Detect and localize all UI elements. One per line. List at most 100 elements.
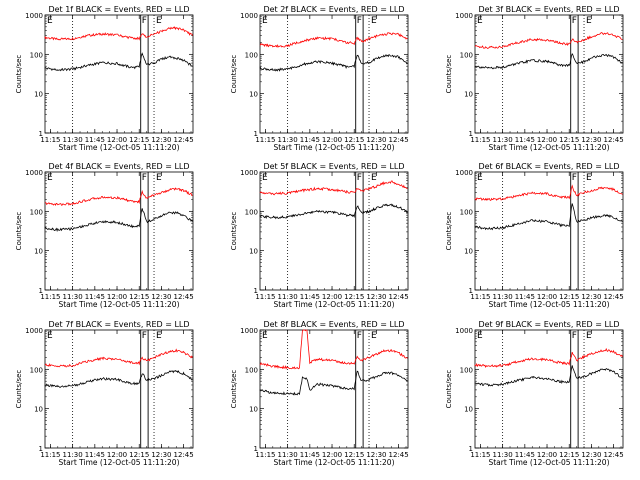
x-tick-label: 12:30 xyxy=(151,136,171,144)
x-tick-label: 11:30 xyxy=(493,451,513,459)
x-tick-label: 12:30 xyxy=(366,293,386,301)
events-series-line xyxy=(474,365,623,387)
x-tick-label: 12:45 xyxy=(604,293,624,301)
lld-series-line xyxy=(474,184,623,202)
x-tick-label: 11:15 xyxy=(470,136,490,144)
y-tick-label: 100 xyxy=(245,208,258,216)
x-tick-label: 12:00 xyxy=(537,293,557,301)
y-axis-label: Counts/sec xyxy=(15,55,23,94)
x-tick-label: 12:45 xyxy=(604,136,624,144)
x-tick-label: 12:15 xyxy=(344,136,364,144)
x-tick-label: 12:15 xyxy=(129,451,149,459)
x-tick-label: 11:45 xyxy=(515,451,535,459)
y-tick-label: 10 xyxy=(249,91,258,99)
y-tick-label: 1 xyxy=(254,130,258,138)
x-tick-label: 11:45 xyxy=(85,451,105,459)
marker-label: E xyxy=(262,331,268,341)
marker-label: E xyxy=(156,331,162,341)
lld-series-line xyxy=(474,347,623,368)
x-tick-label: 12:00 xyxy=(322,451,342,459)
y-tick-label: 10 xyxy=(464,248,473,256)
x-tick-label: 12:15 xyxy=(129,293,149,301)
y-axis-label: Counts/sec xyxy=(15,370,23,409)
x-tick-label: 12:30 xyxy=(366,136,386,144)
lld-series-line xyxy=(259,329,408,370)
x-tick-label: 12:45 xyxy=(389,451,409,459)
x-tick-label: 12:45 xyxy=(174,451,194,459)
y-tick-label: 1 xyxy=(39,287,43,295)
plot-frame xyxy=(259,171,409,291)
panel-title: Det 4f BLACK = Events, RED = LLD xyxy=(48,162,189,171)
marker-label: E xyxy=(586,173,592,183)
lld-series-line xyxy=(44,348,193,368)
x-tick-label: 12:00 xyxy=(107,293,127,301)
plot-frame xyxy=(259,329,409,449)
y-tick-label: 1 xyxy=(469,130,473,138)
panel-title: Det 5f BLACK = Events, RED = LLD xyxy=(263,162,404,171)
x-tick-label: 11:45 xyxy=(515,293,535,301)
plot-frame xyxy=(474,171,624,291)
plot-frame xyxy=(259,14,409,134)
y-tick-label: 100 xyxy=(460,208,473,216)
y-axis-label: Counts/sec xyxy=(230,55,238,94)
x-tick-label: 11:30 xyxy=(63,451,83,459)
panel-title: Det 9f BLACK = Events, RED = LLD xyxy=(478,320,619,329)
x-tick-label: 12:15 xyxy=(559,136,579,144)
x-tick-label: 11:30 xyxy=(63,136,83,144)
x-tick-label: 12:15 xyxy=(559,451,579,459)
y-tick-label: 1 xyxy=(469,287,473,295)
x-axis-label: Start Time (12-Oct-05 11:11:20) xyxy=(58,143,179,152)
x-tick-label: 12:45 xyxy=(174,136,194,144)
x-tick-label: 11:30 xyxy=(493,136,513,144)
marker-label: F xyxy=(357,331,362,341)
marker-label: E xyxy=(47,173,53,183)
marker-label: F xyxy=(357,173,362,183)
x-tick-label: 12:45 xyxy=(604,451,624,459)
y-tick-label: 100 xyxy=(245,51,258,59)
marker-label: E xyxy=(586,331,592,341)
marker-label: E xyxy=(156,173,162,183)
lld-series-line xyxy=(474,32,623,49)
y-tick-label: 10 xyxy=(249,406,258,414)
x-tick-label: 11:30 xyxy=(278,451,298,459)
x-axis-label: Start Time (12-Oct-05 11:11:20) xyxy=(273,143,394,152)
y-tick-label: 1000 xyxy=(455,169,473,177)
marker-label: E xyxy=(477,16,483,26)
y-tick-label: 1 xyxy=(39,445,43,453)
y-tick-label: 1000 xyxy=(25,12,43,20)
y-tick-label: 10 xyxy=(464,91,473,99)
y-tick-label: 10 xyxy=(249,248,258,256)
x-tick-label: 11:15 xyxy=(40,451,60,459)
panel-title: Det 8f BLACK = Events, RED = LLD xyxy=(263,320,404,329)
marker-label: F xyxy=(572,16,577,26)
panel-title: Det 1f BLACK = Events, RED = LLD xyxy=(48,5,189,14)
x-tick-label: 12:00 xyxy=(537,136,557,144)
x-tick-label: 12:30 xyxy=(151,293,171,301)
x-tick-label: 12:00 xyxy=(107,451,127,459)
marker-label: E xyxy=(262,173,268,183)
marker-label: F xyxy=(142,331,147,341)
marker-label: F xyxy=(142,16,147,26)
marker-label: E xyxy=(371,331,377,341)
y-tick-label: 1000 xyxy=(240,327,258,335)
lld-series-line xyxy=(259,180,408,196)
x-tick-label: 12:15 xyxy=(344,451,364,459)
marker-label: F xyxy=(357,16,362,26)
x-tick-label: 12:30 xyxy=(581,293,601,301)
marker-label: E xyxy=(47,16,53,26)
y-tick-label: 1000 xyxy=(240,12,258,20)
y-tick-label: 1 xyxy=(254,445,258,453)
x-tick-label: 11:15 xyxy=(470,451,490,459)
x-tick-label: 12:30 xyxy=(581,136,601,144)
marker-label: F xyxy=(142,173,147,183)
y-axis-label: Counts/sec xyxy=(445,370,453,409)
x-tick-label: 12:15 xyxy=(344,293,364,301)
y-tick-label: 100 xyxy=(460,51,473,59)
x-tick-label: 11:45 xyxy=(515,136,535,144)
y-tick-label: 100 xyxy=(245,366,258,374)
